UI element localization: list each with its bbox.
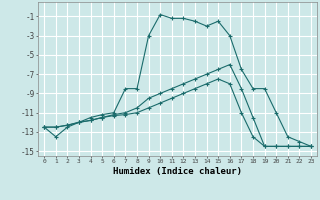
X-axis label: Humidex (Indice chaleur): Humidex (Indice chaleur): [113, 167, 242, 176]
